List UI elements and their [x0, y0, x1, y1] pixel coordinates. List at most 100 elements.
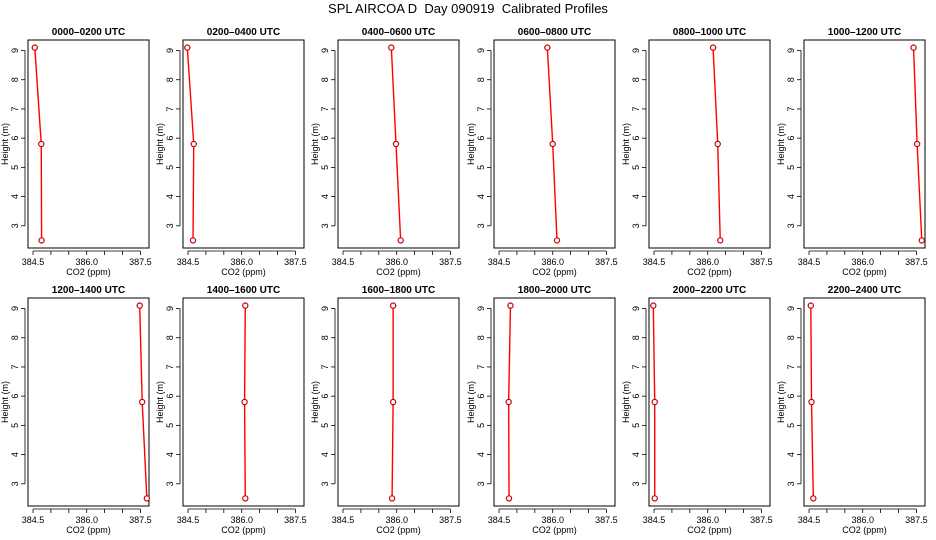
data-point [388, 44, 395, 51]
y-axis-label: Height (m) [310, 381, 320, 423]
x-axis-label: CO2 (ppm) [66, 525, 111, 535]
y-tick-label: 7 [165, 364, 175, 369]
y-tick-label: 6 [165, 136, 175, 141]
panel-title: 1800–2000 UTC [518, 285, 591, 296]
data-point [810, 495, 817, 502]
data-point [189, 237, 197, 244]
x-tick-label: 386.0 [851, 257, 874, 267]
y-tick-label: 5 [165, 423, 175, 428]
plot-frame [803, 297, 926, 507]
x-tick-label: 386.0 [696, 515, 719, 525]
y-tick-label: 7 [165, 106, 175, 111]
chart-panel: 1000–1200 UTC 384.5 386.0 387.5 CO2 (ppm) 3 4 5… [776, 27, 928, 277]
plot-frame [803, 39, 926, 249]
data-point [918, 237, 925, 244]
data-point [389, 398, 397, 406]
y-tick-label: 5 [631, 165, 641, 170]
data-point [392, 140, 400, 148]
y-axis-label: Height (m) [776, 381, 786, 423]
x-tick-label: 384.5 [488, 515, 511, 525]
y-tick-label: 4 [165, 452, 175, 457]
x-tick-label: 384.5 [177, 257, 200, 267]
y-tick-label: 8 [786, 335, 796, 340]
y-tick-label: 4 [10, 194, 20, 199]
y-tick-label: 3 [631, 223, 641, 228]
y-tick-label: 8 [786, 77, 796, 82]
data-point [505, 495, 513, 502]
y-tick-label: 6 [10, 136, 20, 141]
chart-panel: 2200–2400 UTC 384.5 386.0 387.5 CO2 (ppm) 3 4 5… [776, 285, 928, 535]
plot-frame [648, 39, 771, 249]
y-tick-label: 9 [320, 48, 330, 53]
y-tick-label: 6 [320, 394, 330, 399]
data-point [143, 495, 151, 502]
y-tick-label: 7 [320, 106, 330, 111]
data-point [242, 302, 249, 309]
chart-panel: 0400–0600 UTC 384.5 386.0 387.5 CO2 (ppm) 3 4 5… [310, 27, 462, 277]
y-tick-label: 8 [165, 335, 175, 340]
y-tick-label: 5 [320, 165, 330, 170]
y-tick-label: 5 [786, 165, 796, 170]
x-tick-label: 386.0 [541, 515, 564, 525]
x-tick-label: 387.5 [284, 257, 307, 267]
panel-title: 1200–1400 UTC [52, 285, 125, 296]
data-point [807, 302, 815, 309]
data-point [190, 140, 197, 148]
data-point [717, 237, 724, 244]
y-tick-label: 7 [786, 106, 796, 111]
y-tick-label: 7 [10, 106, 20, 111]
x-tick-label: 386.0 [385, 515, 408, 525]
y-tick-label: 4 [165, 194, 175, 199]
x-tick-label: 386.0 [851, 515, 874, 525]
y-tick-label: 9 [476, 48, 486, 53]
data-point [650, 302, 657, 309]
chart-panel: 1600–1800 UTC 384.5 386.0 387.5 CO2 (ppm) 3 4 5… [310, 285, 462, 535]
data-point [910, 44, 917, 51]
y-tick-label: 9 [10, 306, 20, 311]
y-tick-label: 3 [320, 223, 330, 228]
y-tick-label: 6 [10, 394, 20, 399]
y-tick-label: 5 [786, 423, 796, 428]
y-tick-label: 8 [165, 77, 175, 82]
y-tick-label: 4 [476, 452, 486, 457]
x-tick-label: 386.0 [541, 257, 564, 267]
x-axis-label: CO2 (ppm) [376, 525, 421, 535]
x-axis-label: CO2 (ppm) [376, 267, 421, 277]
chart-panel: 2000–2200 UTC 384.5 386.0 387.5 CO2 (ppm) 3 4 5… [621, 285, 773, 535]
y-tick-label: 7 [476, 364, 486, 369]
y-tick-label: 3 [476, 481, 486, 486]
panel-title: 0200–0400 UTC [207, 27, 280, 38]
x-tick-label: 387.5 [905, 515, 928, 525]
y-tick-label: 5 [10, 165, 20, 170]
y-tick-label: 3 [786, 481, 796, 486]
data-point [553, 237, 561, 244]
y-tick-label: 3 [10, 223, 20, 228]
x-axis-label: CO2 (ppm) [221, 525, 266, 535]
panel-title: 0400–0600 UTC [362, 27, 435, 38]
y-tick-label: 3 [10, 481, 20, 486]
x-tick-label: 386.0 [75, 515, 98, 525]
data-point [184, 44, 191, 51]
plot-frame [337, 39, 460, 249]
data-point [38, 140, 45, 148]
y-tick-label: 5 [476, 165, 486, 170]
x-tick-label: 387.5 [439, 515, 462, 525]
y-tick-label: 6 [320, 136, 330, 141]
data-point [507, 302, 514, 309]
chart-panel: 1200–1400 UTC 384.5 386.0 387.5 CO2 (ppm) 3 4 5… [0, 285, 152, 535]
plot-frame [27, 39, 150, 249]
x-tick-label: 386.0 [230, 257, 253, 267]
x-tick-label: 387.5 [750, 515, 773, 525]
panel-title: 1400–1600 UTC [207, 285, 280, 296]
data-point [388, 495, 396, 502]
data-point [397, 237, 404, 244]
y-tick-label: 5 [476, 423, 486, 428]
y-axis-label: Height (m) [310, 123, 320, 165]
y-tick-label: 6 [165, 394, 175, 399]
x-tick-label: 387.5 [905, 257, 928, 267]
x-tick-label: 384.5 [488, 257, 511, 267]
data-point [714, 140, 721, 148]
x-tick-label: 384.5 [22, 257, 45, 267]
y-tick-label: 3 [165, 481, 175, 486]
